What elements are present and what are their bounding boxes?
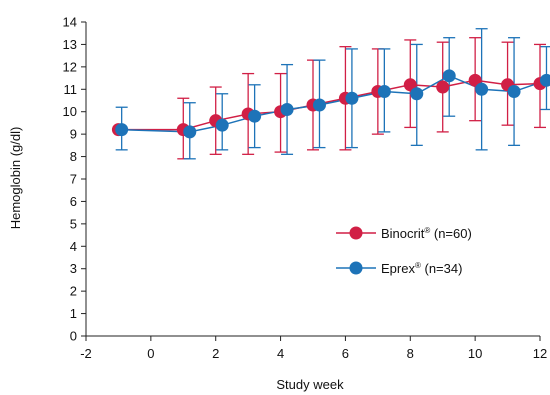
binocrit-legend-marker bbox=[349, 226, 363, 240]
y-tick-label: 5 bbox=[70, 216, 77, 231]
x-tick-label: -2 bbox=[80, 346, 92, 361]
x-tick-label: 4 bbox=[277, 346, 284, 361]
y-tick-label: 13 bbox=[63, 37, 77, 52]
legend: Binocrit® (n=60) Eprex® (n=34) bbox=[336, 226, 472, 276]
y-tick-label: 6 bbox=[70, 194, 77, 209]
y-tick-label: 10 bbox=[63, 104, 77, 119]
binocrit-point bbox=[403, 78, 417, 92]
y-tick-label: 11 bbox=[64, 82, 78, 97]
eprex-point bbox=[248, 109, 262, 123]
y-tick-label: 1 bbox=[70, 306, 77, 321]
eprex-point bbox=[377, 85, 391, 99]
eprex-point bbox=[280, 102, 294, 116]
data-points bbox=[111, 69, 550, 139]
x-tick-label: 8 bbox=[407, 346, 414, 361]
x-tick-label: 2 bbox=[212, 346, 219, 361]
binocrit-point bbox=[436, 80, 450, 94]
eprex-point bbox=[312, 98, 326, 112]
y-tick-label: 9 bbox=[70, 127, 77, 142]
y-tick-label: 0 bbox=[70, 329, 77, 344]
eprex-point bbox=[345, 91, 359, 105]
y-tick-label: 8 bbox=[70, 149, 77, 164]
y-tick-label: 2 bbox=[70, 284, 77, 299]
y-tick-label: 3 bbox=[70, 261, 77, 276]
x-tick-label: 10 bbox=[468, 346, 482, 361]
eprex-point bbox=[215, 118, 229, 132]
eprex-legend-label: Eprex® (n=34) bbox=[381, 261, 462, 276]
y-tick-label: 12 bbox=[63, 59, 77, 74]
y-axis-title: Hemoglobin (g/dl) bbox=[8, 127, 23, 230]
x-axis-title: Study week bbox=[276, 377, 344, 392]
x-tick-label: 12 bbox=[533, 346, 547, 361]
eprex-point bbox=[442, 69, 456, 83]
eprex-point bbox=[410, 87, 424, 101]
binocrit-point bbox=[468, 73, 482, 87]
y-tick-label: 7 bbox=[70, 172, 77, 187]
y-tick-label: 4 bbox=[70, 239, 77, 254]
eprex-point bbox=[115, 123, 129, 137]
eprex-point bbox=[183, 125, 197, 139]
eprex-point bbox=[475, 82, 489, 96]
eprex-legend-marker bbox=[349, 261, 363, 275]
y-tick-label: 14 bbox=[63, 15, 77, 30]
eprex-point bbox=[507, 85, 521, 99]
x-tick-label: 0 bbox=[147, 346, 154, 361]
x-tick-label: 6 bbox=[342, 346, 349, 361]
binocrit-legend-label: Binocrit® (n=60) bbox=[381, 226, 472, 241]
eprex-point bbox=[539, 73, 550, 87]
